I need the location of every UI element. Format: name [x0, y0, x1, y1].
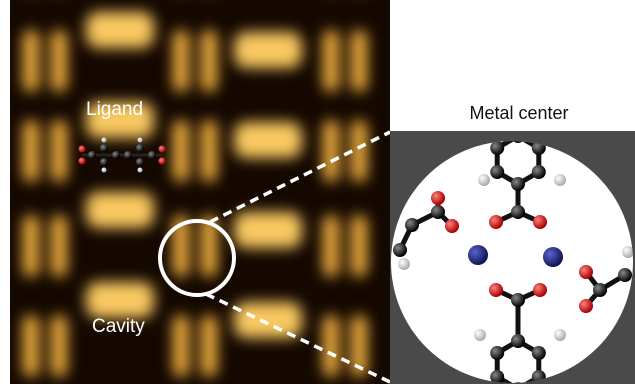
stm-column — [173, 215, 189, 277]
atom — [490, 141, 505, 155]
atom — [531, 346, 546, 360]
stm-column — [51, 120, 67, 182]
stm-column — [201, 120, 217, 182]
atom — [478, 174, 490, 186]
zoom-line — [205, 292, 391, 384]
atom — [158, 145, 166, 153]
atom — [511, 334, 525, 348]
stm-block — [234, 302, 302, 338]
stm-column — [173, 120, 189, 182]
stm-column — [23, 215, 39, 277]
stm-column — [173, 30, 189, 92]
stm-block — [234, 122, 302, 158]
atom — [124, 151, 132, 159]
atom — [136, 158, 144, 166]
atom — [405, 218, 419, 232]
atom — [531, 165, 546, 179]
atom — [393, 243, 407, 257]
highlight-circle — [158, 219, 236, 297]
atom — [101, 167, 107, 173]
atom — [622, 246, 633, 258]
atom — [543, 247, 563, 267]
stm-column — [173, 315, 189, 377]
stm-block — [234, 32, 302, 68]
atom — [579, 299, 593, 313]
stm-column — [201, 315, 217, 377]
stm-column — [323, 30, 339, 92]
atom — [137, 167, 143, 173]
atom — [554, 174, 566, 186]
atom — [490, 370, 505, 383]
inset-circle — [391, 141, 633, 383]
atom — [554, 329, 566, 341]
stm-column — [351, 215, 367, 277]
stm-column — [323, 315, 339, 377]
atom — [88, 151, 96, 159]
atom — [100, 144, 108, 152]
atom — [533, 283, 547, 297]
stm-column — [51, 215, 67, 277]
atom — [137, 137, 143, 143]
stm-column — [23, 315, 39, 377]
atom — [431, 205, 445, 219]
stm-block — [86, 192, 154, 228]
atom — [593, 283, 607, 297]
stm-column — [201, 30, 217, 92]
stm-block — [234, 212, 302, 248]
atom — [101, 137, 107, 143]
atom — [78, 145, 86, 153]
stm-column — [351, 120, 367, 182]
stm-block — [86, 282, 154, 318]
atom — [445, 219, 459, 233]
atom — [431, 191, 445, 205]
stm-column — [23, 30, 39, 92]
ligand-label: Ligand — [86, 99, 143, 120]
ligand-model — [78, 137, 166, 173]
inset-title: Metal center — [469, 103, 568, 123]
atom — [489, 215, 503, 229]
atom — [148, 151, 156, 159]
atom — [511, 293, 525, 307]
atom — [78, 157, 86, 165]
stm-column — [351, 315, 367, 377]
stm-features — [23, 12, 367, 377]
atom — [533, 215, 547, 229]
atom — [398, 258, 410, 270]
atom — [511, 205, 525, 219]
stm-column — [23, 120, 39, 182]
stm-column — [51, 30, 67, 92]
atom — [474, 329, 486, 341]
atom — [468, 245, 488, 265]
stm-block — [86, 102, 154, 138]
stm-column — [201, 215, 217, 277]
stm-column — [323, 120, 339, 182]
atom — [100, 158, 108, 166]
zoom-line — [209, 130, 391, 224]
atom — [489, 283, 503, 297]
atom — [112, 151, 120, 159]
stm-column — [351, 30, 367, 92]
atom — [579, 265, 593, 279]
atom — [136, 144, 144, 152]
atom — [490, 165, 505, 179]
stm-column — [323, 215, 339, 277]
stm-block — [86, 12, 154, 48]
atom — [618, 268, 632, 282]
atom — [511, 177, 525, 191]
metal-center-model — [393, 141, 633, 383]
stm-column — [51, 315, 67, 377]
cavity-label: Cavity — [92, 316, 145, 337]
atom — [158, 157, 166, 165]
atom — [490, 346, 505, 360]
